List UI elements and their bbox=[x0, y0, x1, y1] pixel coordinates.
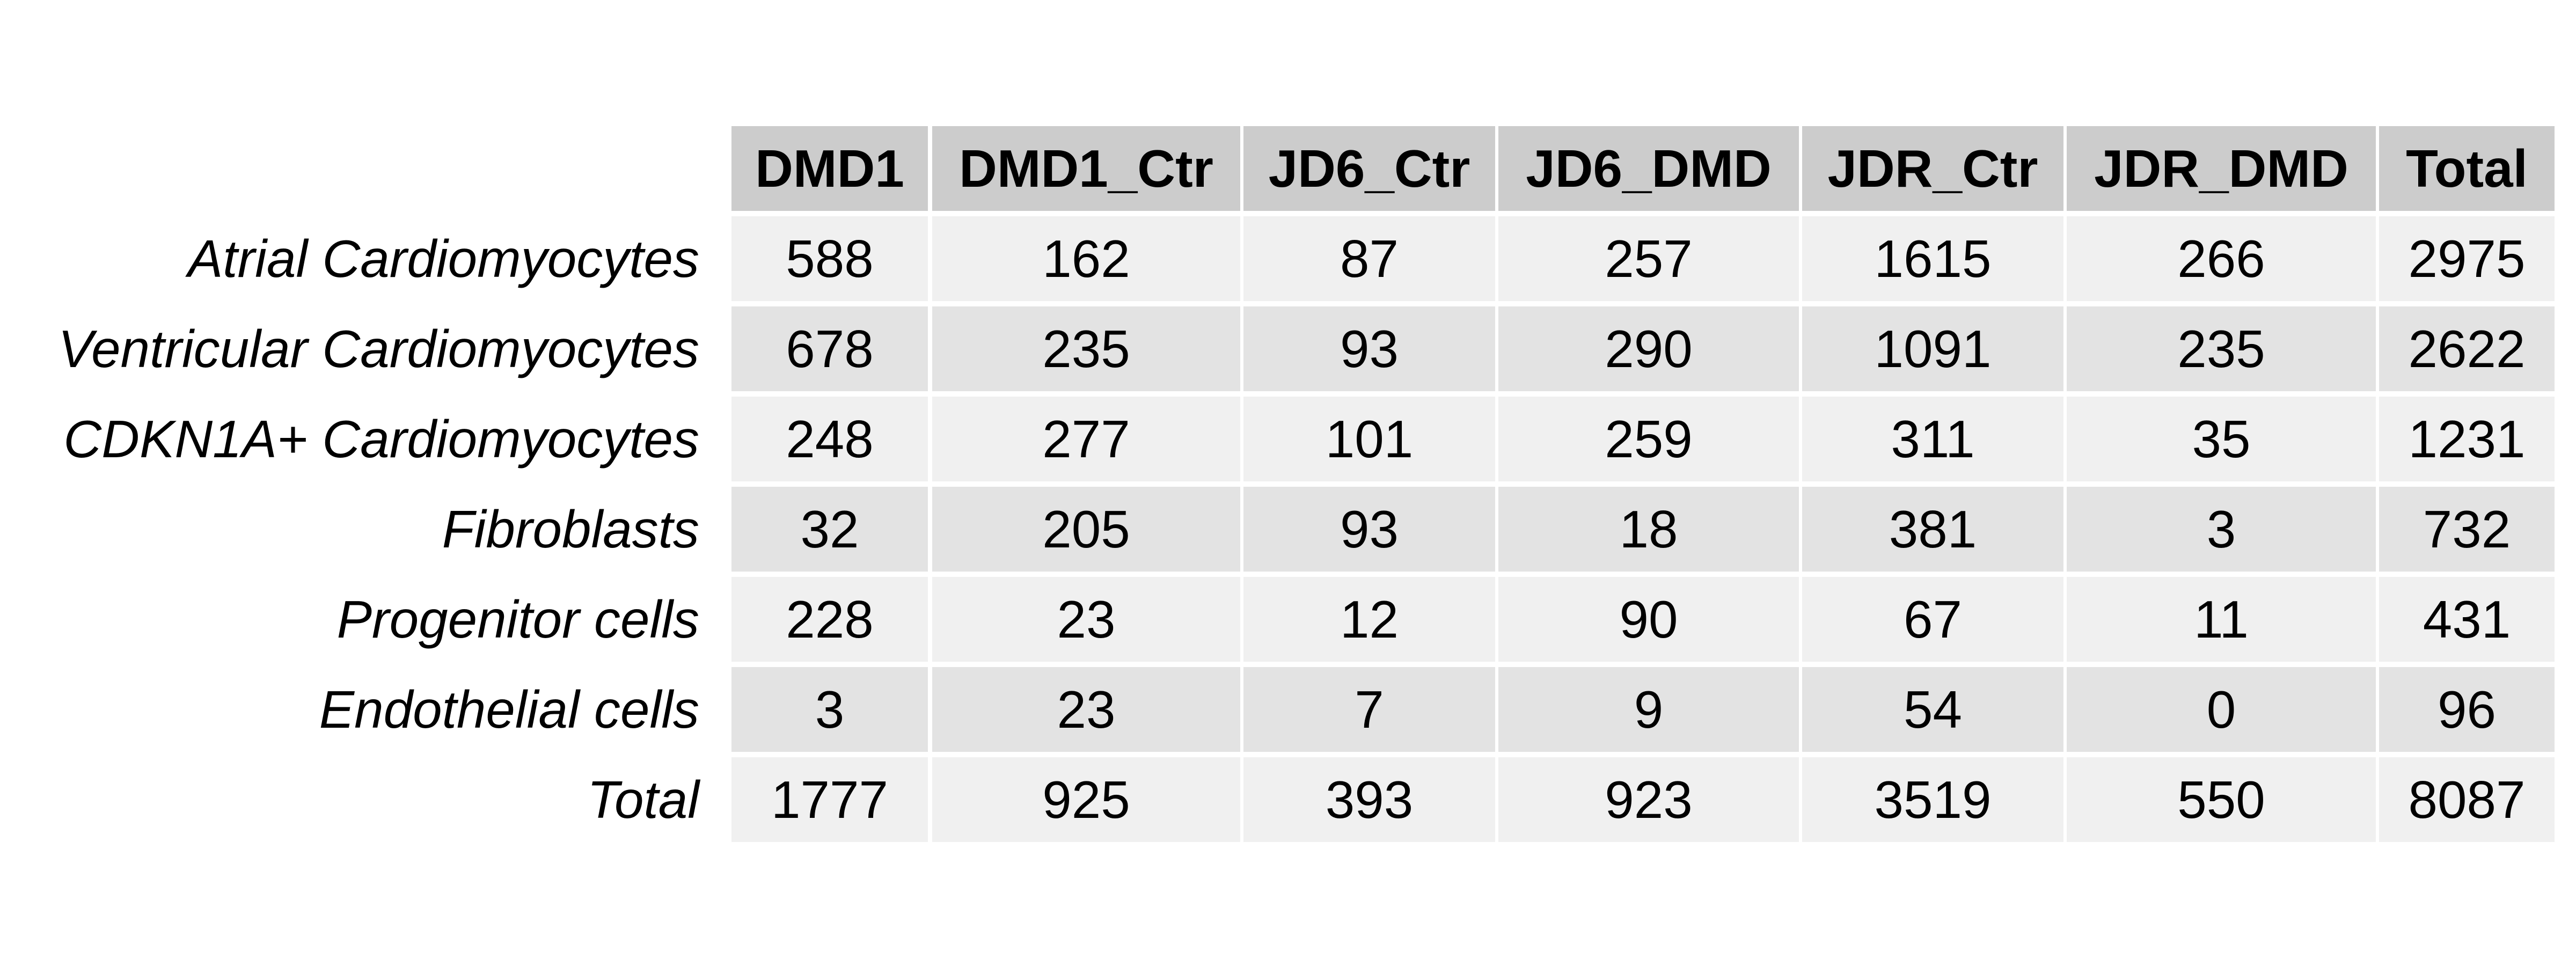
row-label: Progenitor cells bbox=[336, 590, 699, 649]
table-cell: 431 bbox=[2379, 577, 2555, 662]
table-cell: 23 bbox=[932, 667, 1240, 752]
table-cell: 205 bbox=[932, 487, 1240, 572]
table-cell: 678 bbox=[731, 306, 928, 391]
table-cell: 1615 bbox=[1802, 216, 2063, 301]
table-cell: 550 bbox=[2067, 757, 2376, 842]
table-cell: 1777 bbox=[731, 757, 928, 842]
table-cell: 235 bbox=[932, 306, 1240, 391]
table-cell: 54 bbox=[1802, 667, 2063, 752]
table-cell: 1091 bbox=[1802, 306, 2063, 391]
table-cell: 2622 bbox=[2379, 306, 2555, 391]
table-cell: 93 bbox=[1243, 487, 1495, 572]
table-cell: 0 bbox=[2067, 667, 2376, 752]
table-cell: 8087 bbox=[2379, 757, 2555, 842]
table-cell: 266 bbox=[2067, 216, 2376, 301]
row-label: CDKN1A+ Cardiomyocytes bbox=[63, 409, 699, 469]
table-cell: 311 bbox=[1802, 397, 2063, 481]
table-cell: 3519 bbox=[1802, 757, 2063, 842]
table-cell: 257 bbox=[1498, 216, 1799, 301]
row-label: Total bbox=[587, 770, 699, 829]
table-cell: 101 bbox=[1243, 397, 1495, 481]
table-cell: 9 bbox=[1498, 667, 1799, 752]
table-cell: 1231 bbox=[2379, 397, 2555, 481]
table-cell: 93 bbox=[1243, 306, 1495, 391]
column-header: Total bbox=[2379, 126, 2555, 211]
table-cell: 11 bbox=[2067, 577, 2376, 662]
table-cell: 588 bbox=[731, 216, 928, 301]
table-cell: 381 bbox=[1802, 487, 2063, 572]
column-header: DMD1_Ctr bbox=[932, 126, 1240, 211]
table-cell: 3 bbox=[731, 667, 928, 752]
row-label: Ventricular Cardiomyocytes bbox=[58, 319, 699, 378]
table-cell: 23 bbox=[932, 577, 1240, 662]
table-cell: 12 bbox=[1243, 577, 1495, 662]
table-cell: 925 bbox=[932, 757, 1240, 842]
row-label: Atrial Cardiomyocytes bbox=[187, 229, 699, 288]
table-cell: 67 bbox=[1802, 577, 2063, 662]
table-cell: 393 bbox=[1243, 757, 1495, 842]
table-cell: 290 bbox=[1498, 306, 1799, 391]
table-cell: 90 bbox=[1498, 577, 1799, 662]
table-cell: 732 bbox=[2379, 487, 2555, 572]
row-label: Endothelial cells bbox=[319, 680, 699, 739]
table-cell: 248 bbox=[731, 397, 928, 481]
table-cell: 7 bbox=[1243, 667, 1495, 752]
column-header: JDR_Ctr bbox=[1802, 126, 2063, 211]
table-cell: 235 bbox=[2067, 306, 2376, 391]
column-header: JDR_DMD bbox=[2067, 126, 2376, 211]
row-label: Fibroblasts bbox=[442, 500, 699, 559]
table-cell: 162 bbox=[932, 216, 1240, 301]
table-cell: 259 bbox=[1498, 397, 1799, 481]
table-cell: 2975 bbox=[2379, 216, 2555, 301]
column-header: JD6_Ctr bbox=[1243, 126, 1495, 211]
column-header: DMD1 bbox=[731, 126, 928, 211]
table-cell: 96 bbox=[2379, 667, 2555, 752]
table-cell: 32 bbox=[731, 487, 928, 572]
table-cell: 923 bbox=[1498, 757, 1799, 842]
table-cell: 87 bbox=[1243, 216, 1495, 301]
column-header: JD6_DMD bbox=[1498, 126, 1799, 211]
table-cell: 35 bbox=[2067, 397, 2376, 481]
table-cell: 228 bbox=[731, 577, 928, 662]
table-cell: 3 bbox=[2067, 487, 2376, 572]
table-cell: 277 bbox=[932, 397, 1240, 481]
table-cell: 18 bbox=[1498, 487, 1799, 572]
